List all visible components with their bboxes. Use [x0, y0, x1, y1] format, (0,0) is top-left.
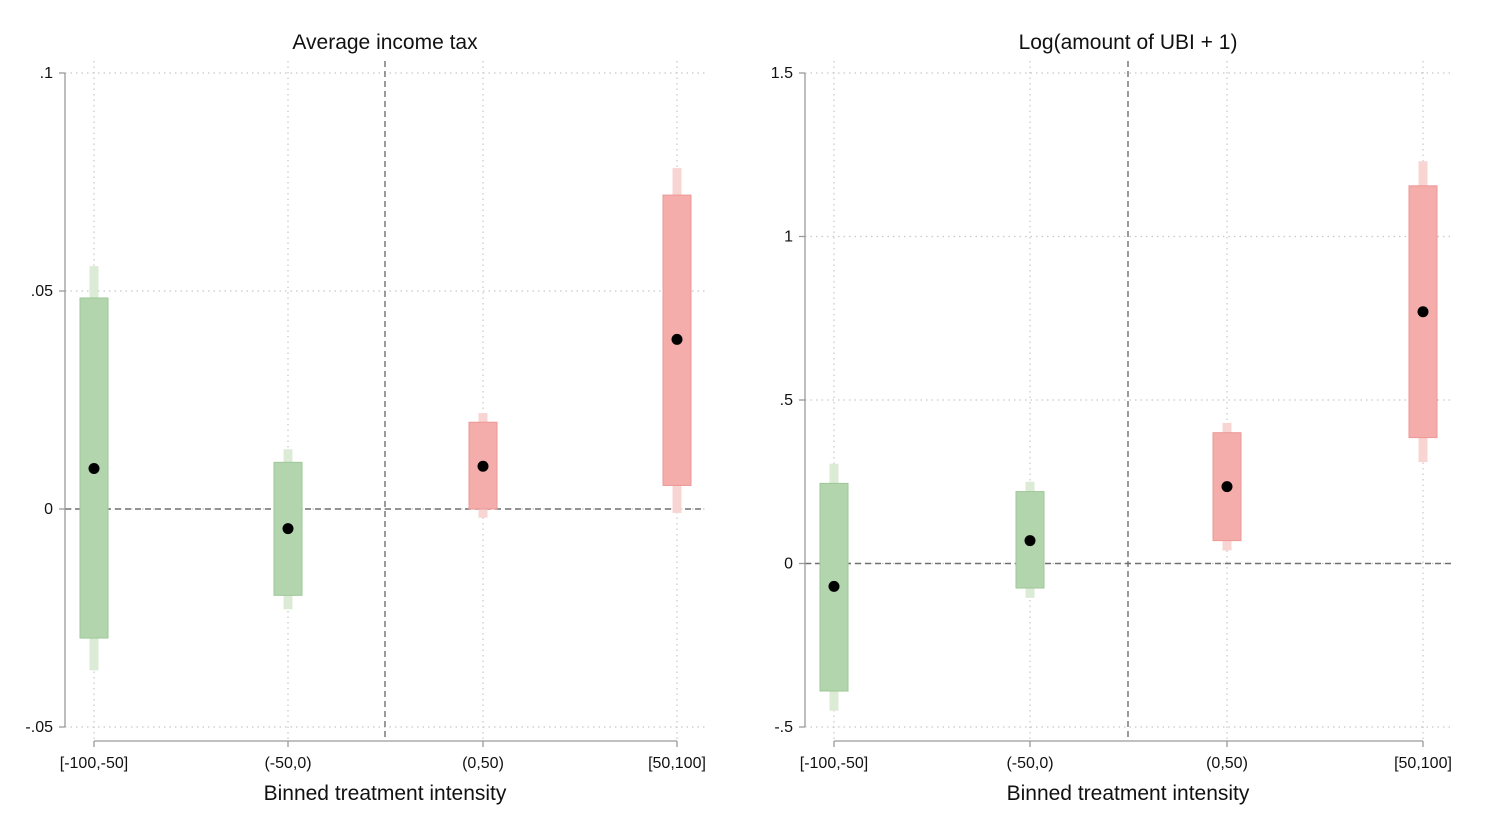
- ubi-amount-estimate-3: [1408, 161, 1438, 463]
- income-tax-y-tick-label: .05: [31, 283, 53, 300]
- ubi-amount-x-tick-label: (-50,0): [1006, 755, 1053, 772]
- ubi-amount-x-tick-label: (0,50): [1206, 755, 1248, 772]
- income-tax-axes: -.05 0 .05 .1 [-100,-50] (-50,0) (0,50) [50,100…: [25, 65, 705, 772]
- ubi-amount-reference-lines: [805, 61, 1453, 741]
- ubi-amount-x-axis-title: Binned treatment intensity: [1007, 782, 1250, 805]
- income-tax-x-tick-label: (-50,0): [264, 755, 311, 772]
- ubi-amount-y-tick-label: 0: [784, 556, 793, 573]
- ubi-amount-y-tick-label: 1: [784, 229, 793, 246]
- income-tax-y-tick-label: 0: [44, 501, 53, 518]
- ubi-amount-title: Log(amount of UBI + 1): [1019, 31, 1238, 54]
- ubi-amount-estimate-1: [1015, 481, 1045, 598]
- ubi-amount-x-tick-label: [-100,-50]: [800, 755, 868, 772]
- income-tax-point-estimate: [671, 333, 683, 345]
- ubi-amount-y-tick-label: -.5: [774, 719, 793, 736]
- income-tax-point-estimate: [477, 460, 489, 472]
- ubi-amount-panel: Log(amount of UBI + 1) Binned treatment …: [771, 31, 1453, 805]
- income-tax-estimates: [79, 168, 692, 671]
- ubi-amount-point-estimate: [1221, 481, 1233, 493]
- income-tax-x-tick-label: (0,50): [462, 755, 504, 772]
- ubi-amount-axes: -.5 0 .5 1 1.5 [-100,-50] (-50,0) (0,50) [50,100…: [771, 65, 1452, 772]
- income-tax-estimate-2: [468, 413, 498, 518]
- income-tax-point-estimate: [282, 523, 294, 535]
- income-tax-x-tick-label: [50,100]: [648, 755, 706, 772]
- income-tax-x-tick-label: [-100,-50]: [60, 755, 128, 772]
- income-tax-title: Average income tax: [292, 31, 478, 54]
- income-tax-estimate-1: [273, 449, 303, 610]
- ubi-amount-point-estimate: [828, 580, 840, 592]
- ubi-amount-estimate-2: [1212, 422, 1242, 551]
- ubi-amount-point-estimate: [1417, 306, 1429, 318]
- income-tax-x-axis-title: Binned treatment intensity: [264, 782, 507, 805]
- income-tax-panel: Average income tax Binned treatment inte…: [25, 31, 705, 805]
- income-tax-estimate-0: [79, 266, 109, 671]
- ubi-amount-y-tick-label: 1.5: [771, 65, 793, 82]
- ubi-amount-x-tick-label: [50,100]: [1394, 755, 1452, 772]
- income-tax-y-tick-label: -.05: [25, 719, 53, 736]
- ubi-amount-estimates: [819, 161, 1438, 711]
- ubi-amount-point-estimate: [1024, 535, 1036, 547]
- income-tax-y-tick-label: .1: [40, 65, 53, 82]
- ubi-amount-gridlines: [805, 61, 1453, 741]
- ubi-amount-y-tick-label: .5: [780, 392, 793, 409]
- ubi-amount-estimate-0: [819, 463, 849, 711]
- income-tax-point-estimate: [88, 462, 100, 474]
- income-tax-estimate-3: [662, 168, 692, 513]
- income-tax-reference-lines: [65, 61, 705, 741]
